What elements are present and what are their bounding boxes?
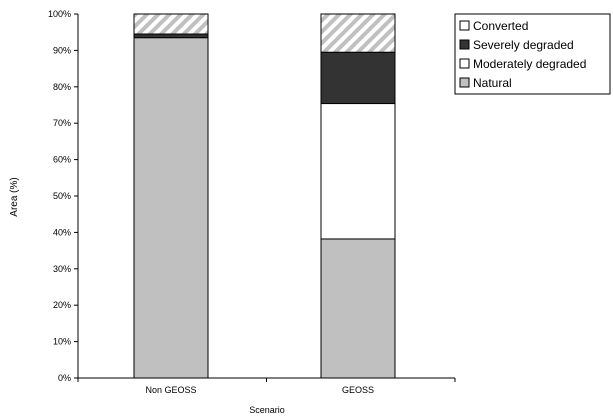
legend: Converted Severely degraded Moderately deg… <box>454 13 611 95</box>
x-tick-label: Non GEOSS <box>145 385 196 395</box>
axes: 0% 10% 20% 30% 40% 50% 60% 70% 80% 90% 100% Non GEO… <box>48 9 456 395</box>
y-tick-label: 10% <box>53 337 71 347</box>
y-tick-label: 100% <box>48 9 71 19</box>
y-tick-label: 30% <box>53 264 71 274</box>
y-tick-label: 70% <box>53 118 71 128</box>
y-tick-label: 80% <box>53 82 71 92</box>
bar-segment-geoss-moderately-degraded <box>320 103 396 240</box>
y-tick-label: 20% <box>53 300 71 310</box>
y-tick-label: 60% <box>53 155 71 165</box>
bar-segment-non-geoss-converted <box>133 13 209 35</box>
plot-area <box>133 13 396 379</box>
bar-segment-geoss-converted <box>320 13 396 53</box>
legend-swatch-severely-degraded <box>459 39 470 50</box>
y-tick-label: 40% <box>53 227 71 237</box>
legend-swatch-natural <box>459 77 470 88</box>
y-tick-label: 90% <box>53 45 71 55</box>
legend-label-converted: Converted <box>473 19 528 33</box>
y-tick-label: 0% <box>58 373 71 383</box>
y-axis-title: Area (%) <box>9 177 20 216</box>
bar-segment-geoss-natural <box>320 238 396 379</box>
legend-swatch-converted <box>459 20 470 31</box>
legend-swatch-moderately-degraded <box>459 58 470 69</box>
y-tick-label: 50% <box>53 191 71 201</box>
x-axis-title: Scenario <box>249 405 285 415</box>
legend-box <box>454 13 611 95</box>
bar-segment-non-geoss-severely-degraded <box>133 33 209 39</box>
x-tick-label: GEOSS <box>342 385 374 395</box>
legend-label-natural: Natural <box>473 76 512 90</box>
legend-label-moderately-degraded: Moderately degraded <box>473 57 586 71</box>
legend-label-severely-degraded: Severely degraded <box>473 38 574 52</box>
bar-segment-geoss-severely-degraded <box>320 51 396 105</box>
bar-segment-non-geoss-natural <box>133 37 209 379</box>
